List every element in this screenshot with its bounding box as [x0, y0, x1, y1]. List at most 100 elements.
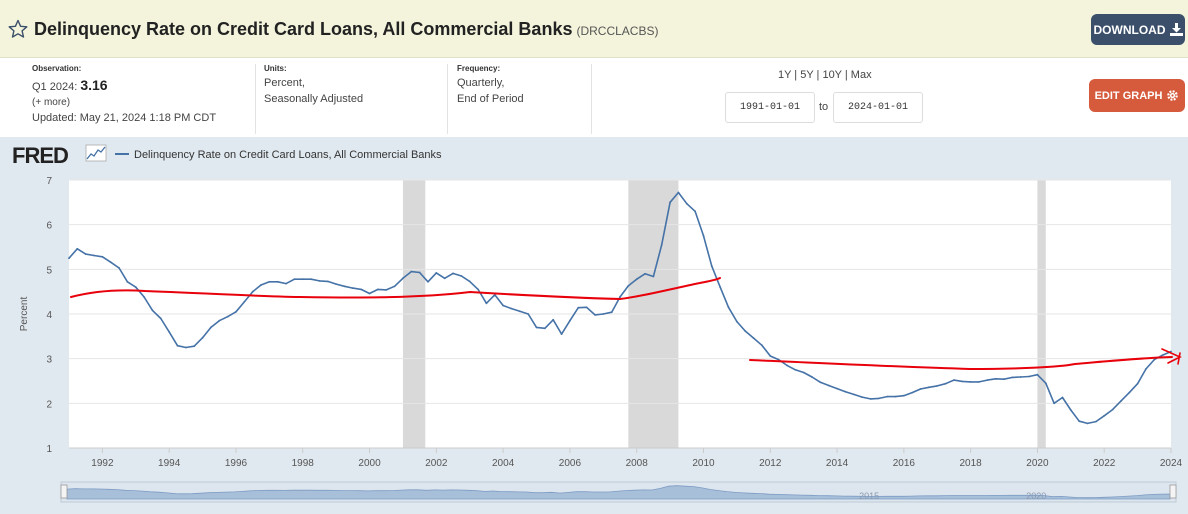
chart-area: FRED Delinquency Rate on Credit Card Loa…	[0, 137, 1188, 514]
delinquency-chart: FRED Delinquency Rate on Credit Card Loa…	[12, 143, 1183, 503]
data-point	[93, 254, 95, 257]
data-point	[652, 275, 655, 278]
more-observations-link[interactable]: (+ more)	[32, 97, 71, 108]
data-point	[1153, 358, 1156, 361]
x-tick-label: 2006	[559, 458, 582, 469]
data-point	[777, 358, 780, 361]
data-point	[151, 309, 154, 312]
data-point	[1028, 375, 1030, 378]
date-to-input[interactable]: 2024-01-01	[833, 92, 923, 123]
x-tick-label: 2014	[826, 458, 849, 469]
data-point	[477, 288, 479, 291]
data-point	[368, 292, 371, 295]
range-selector[interactable]: 1Y | 5Y | 10Y | Max	[778, 69, 872, 81]
data-point	[243, 301, 246, 303]
data-point	[861, 396, 863, 398]
x-tick-label: 2000	[358, 458, 381, 469]
data-point	[235, 310, 237, 313]
data-point	[819, 381, 822, 384]
data-point	[1086, 422, 1089, 425]
x-axis: 1992 1994 1996 1998 2000 2002 2004 2006 2008 2010…	[69, 447, 1183, 469]
data-point	[318, 280, 321, 282]
y-tick-label: 3	[46, 355, 52, 366]
data-point	[84, 253, 87, 255]
y-tick-label: 6	[46, 221, 52, 232]
divider	[447, 64, 448, 134]
data-point	[969, 381, 972, 383]
x-tick-label: 2024	[1160, 458, 1183, 469]
data-point	[994, 377, 997, 380]
data-point	[410, 270, 413, 273]
data-point	[443, 277, 446, 280]
data-point	[886, 395, 889, 398]
x-tick-label: 2010	[692, 458, 715, 469]
data-point	[894, 395, 897, 398]
y-tick-label: 4	[46, 310, 52, 321]
data-point	[109, 261, 112, 264]
navigator-series-area	[66, 485, 1171, 500]
data-point	[1120, 400, 1122, 402]
data-point	[1103, 414, 1106, 417]
data-point	[1128, 391, 1131, 394]
data-point	[727, 306, 730, 309]
data-point	[769, 355, 772, 357]
data-point	[610, 311, 613, 314]
data-point	[602, 313, 605, 315]
data-point	[201, 336, 204, 339]
data-point	[1095, 420, 1097, 423]
data-point	[852, 393, 855, 396]
data-point	[527, 313, 530, 315]
data-point	[460, 275, 463, 277]
data-point	[435, 272, 438, 274]
x-tick-label: 2012	[759, 458, 782, 469]
data-point	[268, 280, 271, 283]
x-tick-label: 1998	[292, 458, 315, 469]
series-header: Delinquency Rate on Credit Card Loans, A…	[0, 0, 1188, 58]
data-point	[544, 327, 546, 330]
data-point	[360, 288, 363, 291]
range-navigator[interactable]: 2015 2020	[60, 481, 1177, 503]
data-point	[176, 344, 179, 347]
date-from-input[interactable]: 1991-01-01	[725, 92, 815, 123]
data-point	[1011, 376, 1014, 379]
data-point	[418, 271, 421, 274]
data-point	[1078, 420, 1081, 423]
data-point	[961, 380, 964, 383]
data-point	[986, 379, 989, 381]
y-axis: 1 2 3 4 5 6 7	[46, 176, 52, 455]
updated-text: Updated: May 21, 2024 1:18 PM CDT	[32, 112, 217, 124]
data-point	[552, 318, 555, 321]
data-point	[343, 285, 346, 288]
units-line-1: Percent,	[264, 77, 305, 89]
data-point	[710, 265, 713, 268]
data-point	[1053, 402, 1055, 405]
fred-logo-icon	[85, 144, 107, 162]
edit-graph-button[interactable]: EDIT GRAPH	[1089, 79, 1185, 112]
data-point	[644, 272, 646, 275]
data-point	[134, 286, 137, 289]
x-tick-label: 1994	[158, 458, 181, 469]
data-point	[126, 280, 129, 283]
download-button[interactable]: DOWNLOAD	[1091, 14, 1185, 45]
navigator-handle-right[interactable]	[1169, 484, 1177, 499]
data-point	[744, 330, 747, 332]
data-point	[310, 278, 312, 281]
x-tick-label: 2022	[1093, 458, 1116, 469]
navigator-handle-left[interactable]	[60, 484, 68, 499]
x-tick-label: 1992	[91, 458, 114, 469]
navigator-year-label: 2020	[1026, 491, 1046, 501]
data-point	[627, 285, 630, 287]
y-tick-label: 1	[46, 444, 52, 455]
data-point	[702, 234, 705, 237]
data-point	[385, 289, 388, 291]
data-point	[510, 307, 513, 310]
units-block: Units: Percent, Seasonally Adjusted	[254, 64, 444, 134]
data-point	[118, 267, 120, 269]
data-point	[301, 278, 304, 281]
x-tick-label: 2020	[1026, 458, 1049, 469]
star-icon[interactable]	[8, 19, 28, 39]
observation-label: Observation:	[32, 64, 82, 73]
series-code: (DRCCLACBS)	[576, 24, 659, 38]
observation-value: 3.16	[80, 77, 108, 93]
data-point	[736, 320, 738, 323]
